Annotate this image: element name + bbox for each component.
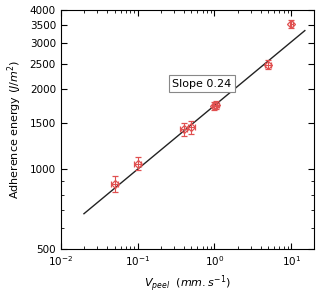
Text: Slope 0.24: Slope 0.24 [172, 79, 231, 89]
X-axis label: $V_{peel}$  $(mm.s^{-1})$: $V_{peel}$ $(mm.s^{-1})$ [144, 273, 231, 294]
Y-axis label: Adherence energy $(J/m^2)$: Adherence energy $(J/m^2)$ [5, 60, 24, 199]
